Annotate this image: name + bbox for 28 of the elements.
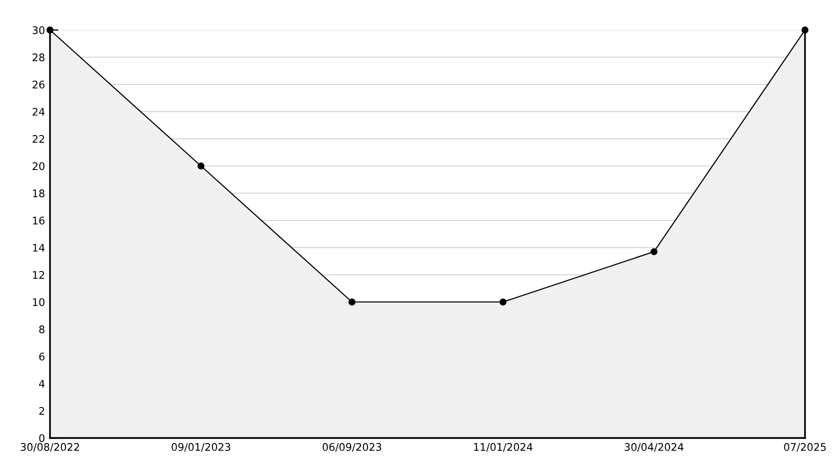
y-tick-label: 0	[39, 434, 44, 442]
y-tick-label: 24	[32, 108, 45, 116]
point	[802, 26, 808, 34]
y-tick-label: 10	[33, 298, 44, 306]
point	[500, 298, 506, 306]
y-tick-label: 14	[33, 244, 45, 252]
y-tick-label: 30	[32, 26, 44, 34]
y-tick-label: 4	[39, 380, 45, 388]
x-tick-label: 07/2025	[784, 443, 826, 452]
x-tick-label: 30/04/2024	[624, 443, 684, 452]
y-tick-label: 16	[33, 216, 44, 225]
y-tick-label: 6	[39, 352, 44, 361]
y-tick-label: 12	[33, 271, 44, 279]
y-tick-label: 20	[32, 162, 44, 170]
y-tick-label: 28	[32, 53, 44, 62]
x-tick-label: 06/09/2023	[322, 443, 382, 452]
x-tick-label: 09/01/2023	[172, 443, 230, 452]
y-tick-label: 18	[33, 189, 44, 198]
y-tick-label: 2	[39, 407, 44, 415]
y-tick-label: 26	[32, 80, 44, 89]
y-tick-label: 8	[39, 325, 44, 334]
point	[46, 26, 54, 34]
x-tick-label: 11/01/2024	[474, 443, 532, 452]
point	[650, 248, 658, 256]
y-tick-label: 22	[32, 135, 44, 143]
point	[348, 298, 356, 306]
x-tick-label: 30/08/2022	[20, 443, 79, 452]
point	[198, 162, 204, 170]
